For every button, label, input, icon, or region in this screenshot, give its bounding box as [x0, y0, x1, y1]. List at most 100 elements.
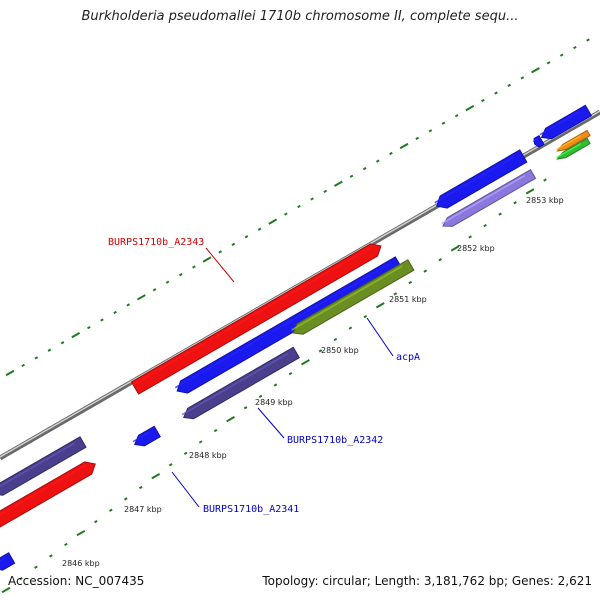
outer-tick-mark — [244, 235, 249, 239]
outer-tick-mark — [454, 114, 459, 118]
inner-tick-mark — [333, 337, 338, 342]
inner-tick-mark — [1, 586, 11, 594]
feature-tracks — [0, 104, 593, 571]
inner-tick-mark — [94, 520, 98, 524]
outer-tick-mark — [310, 197, 314, 201]
reverse-cds-burps1710b-a2341 — [132, 425, 161, 447]
inner-tick-mark — [393, 292, 398, 296]
outer-tick-mark — [399, 142, 409, 150]
inner-tick-mark — [183, 451, 188, 455]
inner-tick-mark — [226, 416, 235, 423]
blast-hit-track-left — [0, 436, 87, 496]
outer-tick-mark — [218, 250, 222, 254]
outer-tick-mark — [5, 369, 15, 377]
outer-tick-mark — [126, 303, 131, 307]
outer-tick-mark — [531, 67, 540, 74]
blast-hit-track — [181, 346, 300, 420]
inner-tick-mark — [151, 472, 161, 480]
inner-tick-mark — [438, 258, 442, 262]
gene-label: BURPS1710b_A2343 — [108, 237, 204, 248]
scale-label: 2849 kbp — [255, 398, 293, 407]
outer-tick-mark — [71, 332, 81, 339]
inner-tick-mark — [243, 406, 248, 410]
scale-label: 2851 kbp — [389, 295, 427, 304]
inner-tick-mark — [450, 245, 460, 252]
outer-tick-mark — [34, 356, 39, 360]
gene-label-leader-line — [257, 407, 285, 439]
outer-tick-mark — [113, 310, 117, 315]
inner-tick-mark — [138, 485, 143, 490]
outer-tick-mark — [136, 294, 146, 301]
forward-cds-burps1710b-a2343 — [130, 243, 382, 395]
outer-tick-mark — [441, 121, 446, 125]
gene-label-leader-line — [366, 317, 394, 357]
outer-tick-mark — [334, 180, 343, 187]
inner-tick-mark — [525, 188, 535, 195]
bright-green-hit-track — [556, 137, 591, 160]
outer-tick-mark — [297, 204, 301, 209]
light-hit-track — [441, 168, 537, 227]
inner-tick-mark — [348, 326, 353, 330]
inner-tick-mark — [543, 178, 547, 182]
inner-tick-mark — [258, 394, 263, 399]
map-title: Burkholderia pseudomallei 1710b chromoso… — [81, 9, 519, 24]
inner-tick-mark — [19, 576, 23, 581]
orange-hit-track — [556, 129, 591, 152]
inner-tick-mark — [64, 542, 68, 547]
scale-label: 2850 kbp — [321, 346, 359, 355]
outer-tick-mark — [481, 98, 485, 103]
inner-tick-mark — [109, 508, 113, 512]
outer-tick-mark — [21, 363, 25, 368]
scale-label: 2853 kbp — [526, 196, 564, 205]
inner-tick-mark — [468, 235, 472, 239]
outer-tick-mark — [465, 104, 475, 112]
outer-tick-mark — [323, 189, 328, 193]
inner-tick-mark — [318, 349, 323, 353]
inner-tick-mark — [483, 223, 487, 228]
outer-tick-mark — [231, 242, 236, 246]
inner-tick-mark — [375, 302, 385, 309]
outer-tick-mark — [178, 272, 183, 277]
reverse-cds-small — [532, 134, 545, 148]
outer-tick-mark — [376, 159, 380, 163]
outer-tick-mark — [520, 76, 525, 80]
outer-tick-mark — [415, 136, 420, 141]
outer-tick-mark — [87, 325, 91, 330]
outer-tick-mark — [202, 256, 212, 263]
scale-labels: 2846 kbp 2847 kbp 2848 kbp 2849 kbp 2850 kbp… — [62, 196, 564, 568]
outer-tick-mark — [389, 151, 393, 156]
outer-tick-mark — [284, 212, 288, 216]
inner-tick-mark — [168, 463, 173, 467]
gene-label-leader-line — [205, 247, 235, 283]
gene-label-leader-line — [171, 471, 200, 508]
outer-tick-mark — [47, 348, 52, 352]
reverse-cds-far-right — [539, 104, 593, 140]
reverse-cds-edge — [0, 552, 16, 571]
inner-tick-mark — [408, 280, 413, 285]
green-hit-track — [291, 259, 415, 335]
scale-label: 2847 kbp — [124, 505, 162, 514]
outer-tick-mark — [507, 83, 511, 88]
gene-labels: BURPS1710b_A2343 acpA BURPS1710b_A2342 BURP… — [108, 237, 420, 515]
outer-tick-mark — [268, 218, 278, 225]
inner-tick-mark — [273, 383, 278, 387]
reverse-cds-right — [434, 149, 528, 209]
outer-tick-mark — [586, 38, 590, 42]
inner-tick-mark — [288, 371, 293, 376]
inner-tick-mark — [213, 428, 218, 433]
inner-tick-mark — [301, 359, 310, 366]
gene-label: BURPS1710b_A2341 — [203, 504, 299, 515]
outer-tick-mark — [60, 341, 65, 345]
outer-tick-mark — [362, 167, 367, 171]
gene-label: acpA — [396, 352, 420, 363]
inner-tick-mark — [363, 315, 368, 319]
outer-tick-mark — [100, 318, 104, 322]
forward-cds-left — [0, 461, 96, 528]
outer-tick-mark — [573, 45, 577, 50]
gene-label: BURPS1710b_A2342 — [287, 435, 383, 446]
inner-tick-mark — [513, 201, 517, 205]
topology-summary: Topology: circular; Length: 3,181,762 bp… — [262, 574, 592, 588]
outer-tick-mark — [257, 227, 262, 231]
inner-tick-mark — [49, 554, 53, 558]
